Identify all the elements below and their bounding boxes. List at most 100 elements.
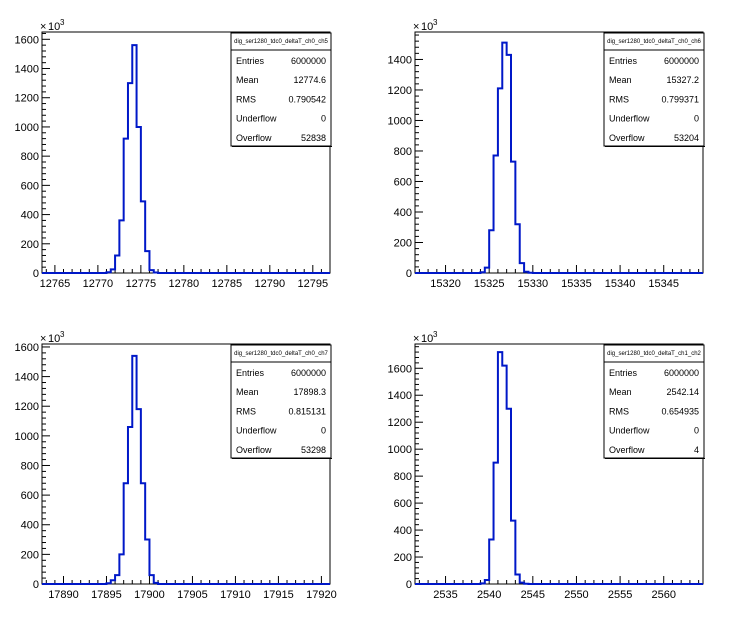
x-tick-label: 17900 <box>134 589 165 601</box>
x-tick-label: 15320 <box>430 278 461 290</box>
y-exponent-base: 10 <box>48 333 60 345</box>
x-tick-label: 17905 <box>177 589 208 601</box>
y-exponent-times: × <box>413 333 419 345</box>
stats-value: 6000000 <box>291 368 326 378</box>
x-tick-label: 15340 <box>605 278 636 290</box>
y-exponent-power: 3 <box>60 18 65 27</box>
stats-box <box>603 344 705 459</box>
y-tick-label: 800 <box>21 151 39 163</box>
y-exponent-base: 10 <box>48 21 60 33</box>
y-tick-label: 600 <box>394 498 412 510</box>
y-tick-label: 200 <box>21 549 39 561</box>
y-tick-label: 0 <box>406 579 412 591</box>
y-tick-label: 800 <box>21 460 39 472</box>
x-tick-label: 12765 <box>40 278 71 290</box>
y-tick-label: 200 <box>21 239 39 251</box>
y-exponent-base: 10 <box>421 333 433 345</box>
y-tick-label: 1200 <box>15 401 39 413</box>
x-tick-label: 17890 <box>48 589 79 601</box>
y-tick-label: 400 <box>21 520 39 532</box>
stats-value: 4 <box>694 445 699 455</box>
y-tick-label: 400 <box>21 210 39 222</box>
y-tick-label: 0 <box>33 268 39 280</box>
stats-label: Underflow <box>236 426 277 436</box>
y-tick-label: 800 <box>394 146 412 158</box>
stats-value: 17898.3 <box>293 387 326 397</box>
y-tick-label: 0 <box>33 579 39 591</box>
y-tick-label: 1000 <box>388 444 412 456</box>
x-tick-label: 2535 <box>433 589 457 601</box>
stats-value: 53298 <box>301 445 326 455</box>
stats-label: Overflow <box>609 445 645 455</box>
y-tick-label: 800 <box>394 471 412 483</box>
y-tick-label: 1000 <box>15 431 39 443</box>
x-tick-label: 17915 <box>263 589 294 601</box>
x-tick-label: 15325 <box>474 278 505 290</box>
y-tick-label: 1000 <box>388 115 412 127</box>
stats-value: 6000000 <box>664 56 699 66</box>
x-tick-label: 12790 <box>255 278 286 290</box>
y-tick-label: 1400 <box>15 64 39 76</box>
stats-value: 0.654935 <box>661 406 699 416</box>
histogram-line <box>415 351 703 585</box>
stats-value: 0.799371 <box>661 94 699 104</box>
stats-label: RMS <box>609 406 629 416</box>
histogram-pad: 15320 15325 15330 15335 15340 15345 0 200 400 600… <box>388 18 705 290</box>
x-tick-label: 12770 <box>83 278 114 290</box>
y-tick-label: 600 <box>21 490 39 502</box>
x-tick-label: 12785 <box>212 278 243 290</box>
stats-label: RMS <box>236 94 256 104</box>
y-exponent-power: 3 <box>433 18 438 27</box>
stats-title: dig_ser1280_tdc0_deltaT_ch1_ch2 <box>607 351 701 357</box>
histogram-pad: 2535 2540 2545 2550 2555 25600200400600800100… <box>388 330 705 601</box>
stats-label: Mean <box>236 387 259 397</box>
x-tick-label: 2550 <box>564 589 588 601</box>
stats-value: 52838 <box>301 133 326 143</box>
y-tick-label: 400 <box>394 525 412 537</box>
stats-label: Mean <box>609 75 632 85</box>
y-tick-label: 200 <box>394 237 412 249</box>
stats-label: Entries <box>236 56 265 66</box>
y-tick-label: 1600 <box>388 363 412 375</box>
stats-value: 6000000 <box>291 56 326 66</box>
x-tick-label: 17910 <box>220 589 251 601</box>
stats-value: 0 <box>694 114 699 124</box>
stats-value: 0 <box>321 426 326 436</box>
y-tick-label: 600 <box>21 180 39 192</box>
stats-label: Entries <box>236 368 265 378</box>
stats-title: dig_ser1280_tdc0_deltaT_ch0_ch6 <box>607 39 701 45</box>
y-tick-label: 1400 <box>388 390 412 402</box>
stats-label: RMS <box>236 406 256 416</box>
y-exponent-times: × <box>40 21 46 33</box>
x-tick-label: 12780 <box>169 278 200 290</box>
stats-value: 0 <box>694 426 699 436</box>
histogram-pad: 17890 17895 17900 17905 17910 17915 17920 0 200 4… <box>15 330 337 601</box>
stats-box <box>230 32 332 147</box>
x-tick-label: 2555 <box>608 589 632 601</box>
y-tick-label: 0 <box>406 268 412 280</box>
stats-box <box>603 32 705 147</box>
x-tick-label: 12795 <box>298 278 329 290</box>
stats-label: Mean <box>609 387 632 397</box>
stats-value: 12774.6 <box>293 75 326 85</box>
x-tick-label: 15335 <box>561 278 592 290</box>
x-tick-label: 17920 <box>306 589 337 601</box>
y-tick-label: 1600 <box>15 34 39 46</box>
histogram-line <box>42 354 330 585</box>
stats-value: 0 <box>321 114 326 124</box>
y-tick-label: 1200 <box>388 417 412 429</box>
stats-title: dig_ser1280_tdc0_deltaT_ch0_ch5 <box>234 39 328 45</box>
stats-value: 0.790542 <box>288 94 326 104</box>
stats-label: Mean <box>236 75 259 85</box>
stats-value: 2542.14 <box>666 387 699 397</box>
stats-value: 6000000 <box>664 368 699 378</box>
x-tick-label: 2540 <box>477 589 501 601</box>
stats-label: Underflow <box>236 114 277 124</box>
stats-value: 15327.2 <box>666 75 699 85</box>
y-tick-label: 1400 <box>15 372 39 384</box>
y-tick-label: 400 <box>394 207 412 219</box>
stats-label: Underflow <box>609 426 650 436</box>
y-tick-label: 1200 <box>388 85 412 97</box>
